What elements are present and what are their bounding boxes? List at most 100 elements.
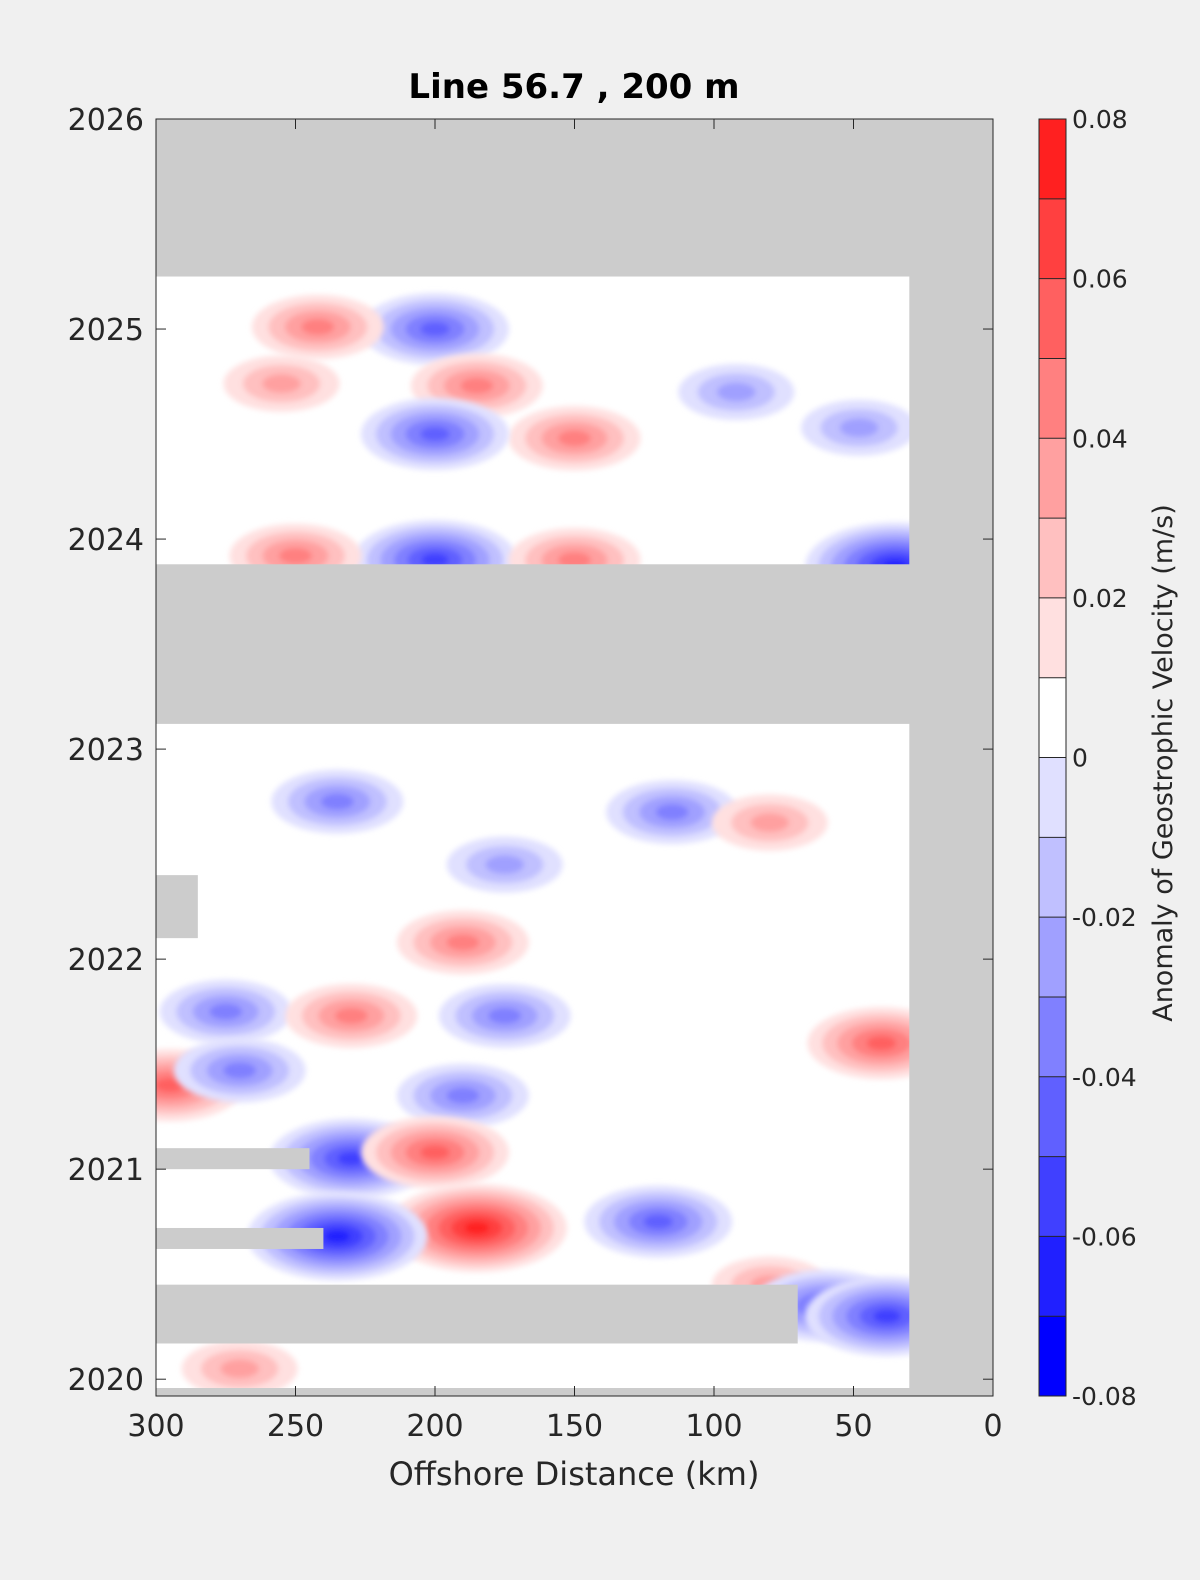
x-tick-label: 100 bbox=[685, 1409, 742, 1444]
colorbar-tick-label: 0.02 bbox=[1072, 584, 1128, 613]
contour-level bbox=[485, 855, 525, 874]
no-data-region bbox=[156, 564, 993, 724]
colorbar-tick-label: 0.08 bbox=[1072, 105, 1128, 134]
x-tick-label: 50 bbox=[834, 1409, 872, 1444]
contour-level bbox=[421, 553, 449, 567]
contour-level bbox=[223, 1062, 257, 1079]
colorbar-band bbox=[1039, 677, 1066, 758]
anomaly-feature bbox=[438, 983, 571, 1048]
y-axis: 2020 2021 2022 2023 2024 2025 2026 bbox=[68, 103, 993, 1398]
contour-level bbox=[337, 1151, 365, 1166]
colorbar-band bbox=[1039, 757, 1066, 838]
no-data-region bbox=[156, 119, 993, 277]
contour-level bbox=[156, 1077, 185, 1093]
anomaly-feature bbox=[446, 836, 563, 893]
y-tick-label: 2020 bbox=[68, 1363, 144, 1398]
no-data-nearshore bbox=[909, 119, 993, 1396]
anomaly-features bbox=[156, 293, 986, 1396]
contour-level bbox=[324, 1230, 351, 1243]
x-axis-label: Offshore Distance (km) bbox=[389, 1455, 760, 1493]
contour-level bbox=[220, 1359, 260, 1379]
contour-level bbox=[209, 1003, 243, 1020]
contour-level bbox=[420, 1145, 450, 1160]
contour-level bbox=[558, 552, 591, 569]
colorbar-tick-label: -0.06 bbox=[1072, 1222, 1137, 1251]
colorbar-label: Anomaly of Geostrophic Velocity (m/s) bbox=[1148, 504, 1179, 1022]
anomaly-feature bbox=[285, 983, 418, 1048]
anomaly-feature bbox=[678, 364, 795, 421]
contour-level bbox=[488, 1007, 522, 1024]
colorbar-band bbox=[1039, 1316, 1066, 1396]
x-tick-label: 0 bbox=[983, 1409, 1002, 1444]
contour-level bbox=[279, 547, 312, 564]
colorbar-tick-label: -0.02 bbox=[1072, 903, 1137, 932]
colorbar: -0.08 -0.06 -0.04 -0.02 0 0.02 0.04 0.06 0.08 bbox=[1038, 105, 1137, 1411]
colorbar-band bbox=[1039, 119, 1066, 199]
anomaly-feature bbox=[386, 1183, 567, 1272]
anomaly-feature bbox=[508, 406, 641, 471]
contour-level bbox=[446, 1087, 480, 1104]
anomaly-feature bbox=[173, 1038, 306, 1103]
x-tick-label: 300 bbox=[127, 1409, 184, 1444]
contour-level bbox=[420, 426, 450, 442]
no-data-regions bbox=[156, 119, 993, 1396]
anomaly-feature bbox=[396, 1063, 529, 1128]
no-data-region bbox=[156, 1148, 310, 1170]
contour-level bbox=[750, 813, 790, 832]
anomaly-feature bbox=[271, 769, 404, 834]
contour-level bbox=[334, 1007, 368, 1024]
anomaly-feature bbox=[801, 399, 918, 456]
contour-level bbox=[716, 382, 756, 402]
contour-level bbox=[866, 1035, 897, 1051]
y-tick-label: 2023 bbox=[68, 733, 144, 768]
no-data-region bbox=[156, 1227, 324, 1249]
colorbar-band bbox=[1039, 996, 1066, 1077]
y-tick-label: 2022 bbox=[68, 943, 144, 978]
colorbar-band bbox=[1039, 198, 1066, 279]
contour-level bbox=[420, 321, 450, 337]
anomaly-feature bbox=[396, 910, 529, 975]
anomaly-feature bbox=[606, 780, 739, 845]
contour-level bbox=[643, 1214, 673, 1229]
colorbar-band bbox=[1039, 917, 1066, 997]
contour-level bbox=[558, 430, 591, 447]
contour-level bbox=[262, 374, 301, 393]
colorbar-band bbox=[1039, 1236, 1066, 1317]
anomaly-feature bbox=[361, 1116, 509, 1189]
colorbar-band bbox=[1039, 438, 1066, 519]
anomaly-feature bbox=[584, 1185, 733, 1258]
x-tick-label: 200 bbox=[406, 1409, 463, 1444]
contour-level bbox=[839, 418, 879, 438]
colorbar-band bbox=[1039, 278, 1066, 359]
contour-level bbox=[460, 377, 494, 394]
contour-level bbox=[463, 1221, 490, 1235]
colorbar-band bbox=[1039, 518, 1066, 598]
colorbar-frame bbox=[1038, 118, 1067, 1397]
colorbar-tick-label: 0.06 bbox=[1072, 265, 1128, 294]
x-axis: 300 250 200 150 100 50 0 bbox=[127, 119, 1003, 1444]
anomaly-feature bbox=[181, 1340, 298, 1396]
anomaly-feature bbox=[711, 794, 828, 851]
y-tick-label: 2021 bbox=[68, 1153, 144, 1188]
no-data-region bbox=[156, 875, 198, 939]
anomaly-feature bbox=[247, 1192, 428, 1281]
contour-level bbox=[655, 804, 689, 821]
anomaly-feature bbox=[251, 294, 384, 359]
y-tick-label: 2026 bbox=[68, 103, 144, 138]
no-data-region bbox=[156, 1284, 798, 1344]
colorbar-band bbox=[1039, 597, 1066, 678]
contour-level bbox=[446, 934, 480, 951]
contour-level bbox=[873, 1309, 901, 1323]
chart-title: Line 56.7 , 200 m bbox=[408, 67, 739, 107]
y-tick-label: 2025 bbox=[68, 313, 144, 348]
colorbar-tick-label: -0.08 bbox=[1072, 1382, 1137, 1411]
y-tick-label: 2024 bbox=[68, 523, 144, 558]
anomaly-feature bbox=[159, 979, 292, 1044]
colorbar-band bbox=[1039, 837, 1066, 918]
colorbar-tick-label: 0.04 bbox=[1072, 424, 1128, 453]
colorbar-band bbox=[1039, 358, 1066, 439]
colorbar-band bbox=[1039, 1156, 1066, 1237]
colorbar-tick-label: -0.04 bbox=[1072, 1063, 1137, 1092]
